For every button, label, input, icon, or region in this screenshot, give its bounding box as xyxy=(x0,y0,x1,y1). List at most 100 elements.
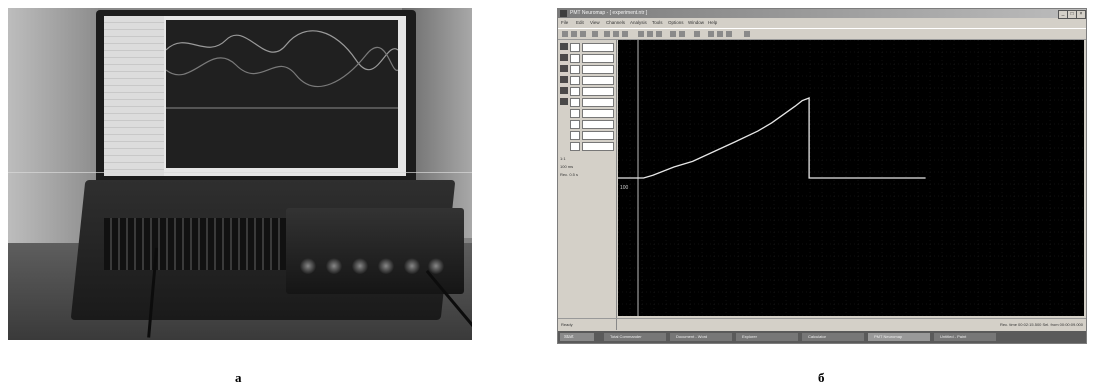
channel-row[interactable] xyxy=(560,141,614,151)
status-left: Ready xyxy=(561,322,573,327)
new-icon[interactable] xyxy=(562,31,568,37)
grid-icon[interactable] xyxy=(694,31,700,37)
laptop-setup-photo xyxy=(8,8,472,340)
device-knob xyxy=(378,258,394,274)
menu-help[interactable]: Help xyxy=(708,20,718,25)
channel-checkbox[interactable] xyxy=(570,142,580,151)
menu-channels[interactable]: Channels xyxy=(606,20,626,25)
save-icon[interactable] xyxy=(580,31,586,37)
screen-waveforms xyxy=(165,30,399,109)
channel-row[interactable] xyxy=(560,86,614,96)
photo-scan-line xyxy=(8,172,472,173)
title-bar: PMT Neuromap - [ experiment.ntr ] _ □ × xyxy=(558,9,1086,19)
scale-label: 1:1 xyxy=(560,156,566,161)
channel-field[interactable] xyxy=(582,142,614,151)
app-icon xyxy=(560,10,567,17)
channel-checkbox[interactable] xyxy=(570,109,580,118)
channel-row[interactable] xyxy=(560,42,614,52)
marker-icon[interactable] xyxy=(670,31,676,37)
help-icon[interactable] xyxy=(744,31,750,37)
channel-checkbox[interactable] xyxy=(570,120,580,129)
channel-panel: 1:1 100 ms Rec. 0.5 s xyxy=(558,40,617,330)
screen-plot-area xyxy=(165,20,399,168)
signal-chart: 100 xyxy=(617,39,1084,317)
device-knob xyxy=(352,258,368,274)
channel-row[interactable] xyxy=(560,75,614,85)
channel-row[interactable] xyxy=(560,97,614,107)
channel-row[interactable] xyxy=(560,119,614,129)
taskbar: Start Total Commander Document - Word Ex… xyxy=(558,331,1086,343)
device-knob xyxy=(404,258,420,274)
channel-checkbox[interactable] xyxy=(570,131,580,140)
filter-icon[interactable] xyxy=(679,31,685,37)
menu-options[interactable]: Options xyxy=(668,20,684,25)
menu-file[interactable]: File xyxy=(561,20,569,25)
channel-field[interactable] xyxy=(582,87,614,96)
menu-bar: File Edit View Channels Analysis Tools O… xyxy=(558,19,1086,27)
menu-view[interactable]: View xyxy=(590,20,600,25)
channel-icon xyxy=(560,65,568,72)
window-title: PMT Neuromap - [ experiment.ntr ] xyxy=(570,10,648,16)
caption-b: б xyxy=(818,370,825,385)
menu-window[interactable]: Window xyxy=(688,20,705,25)
channel-field[interactable] xyxy=(582,76,614,85)
zoom-in-icon[interactable] xyxy=(638,31,644,37)
caption-a: а xyxy=(235,370,242,385)
start-button[interactable]: Start xyxy=(560,333,594,341)
status-right: Rec. time 00:02:15.500 Sel. from 00:00:0… xyxy=(1000,322,1083,327)
signal-trace xyxy=(618,97,926,179)
plot-grid xyxy=(617,39,1084,317)
open-icon[interactable] xyxy=(571,31,577,37)
channel-field[interactable] xyxy=(582,109,614,118)
channel-icon xyxy=(560,76,568,83)
channel-row[interactable] xyxy=(560,130,614,140)
channel-field[interactable] xyxy=(582,65,614,74)
channel-field[interactable] xyxy=(582,131,614,140)
play-icon[interactable] xyxy=(622,31,628,37)
channel-row[interactable] xyxy=(560,64,614,74)
taskbar-item[interactable]: Total Commander xyxy=(604,333,666,341)
menu-tools[interactable]: Tools xyxy=(652,20,663,25)
taskbar-item[interactable]: Untitled - Paint xyxy=(934,333,996,341)
stop-icon[interactable] xyxy=(613,31,619,37)
channel-row[interactable] xyxy=(560,53,614,63)
channel-checkbox[interactable] xyxy=(570,98,580,107)
settings-icon[interactable] xyxy=(726,31,732,37)
signal-plot[interactable]: 100 xyxy=(617,39,1084,317)
scale-icon[interactable] xyxy=(717,31,723,37)
channel-checkbox[interactable] xyxy=(570,65,580,74)
channel-icon xyxy=(560,54,568,61)
cursor-icon[interactable] xyxy=(656,31,662,37)
y-axis-label: 100 xyxy=(620,185,629,191)
status-bar: Ready Rec. time 00:02:15.500 Sel. from 0… xyxy=(558,318,1086,331)
taskbar-item[interactable]: Explorer xyxy=(736,333,798,341)
channel-checkbox[interactable] xyxy=(570,76,580,85)
menu-analysis[interactable]: Analysis xyxy=(630,20,647,25)
record-icon[interactable] xyxy=(604,31,610,37)
device-knob xyxy=(428,258,444,274)
device-knob xyxy=(326,258,342,274)
channel-field[interactable] xyxy=(582,43,614,52)
channel-field[interactable] xyxy=(582,54,614,63)
channel-icon xyxy=(560,87,568,94)
close-button[interactable]: × xyxy=(1076,10,1086,19)
channel-checkbox[interactable] xyxy=(570,54,580,63)
print-icon[interactable] xyxy=(592,31,598,37)
channel-icon xyxy=(560,43,568,50)
menu-edit[interactable]: Edit xyxy=(576,20,584,25)
laptop-keyboard xyxy=(104,218,294,270)
device-knob xyxy=(300,258,316,274)
toolbar xyxy=(558,28,1086,40)
zoom-out-icon[interactable] xyxy=(647,31,653,37)
screen-software-panel xyxy=(104,16,164,176)
taskbar-item-active[interactable]: PMT Neuromap xyxy=(868,333,930,341)
channel-icon xyxy=(560,98,568,105)
montage-icon[interactable] xyxy=(708,31,714,37)
taskbar-item[interactable]: Document - Word xyxy=(670,333,732,341)
channel-checkbox[interactable] xyxy=(570,43,580,52)
taskbar-item[interactable]: Calculator xyxy=(802,333,864,341)
channel-checkbox[interactable] xyxy=(570,87,580,96)
channel-row[interactable] xyxy=(560,108,614,118)
channel-field[interactable] xyxy=(582,98,614,107)
channel-field[interactable] xyxy=(582,120,614,129)
